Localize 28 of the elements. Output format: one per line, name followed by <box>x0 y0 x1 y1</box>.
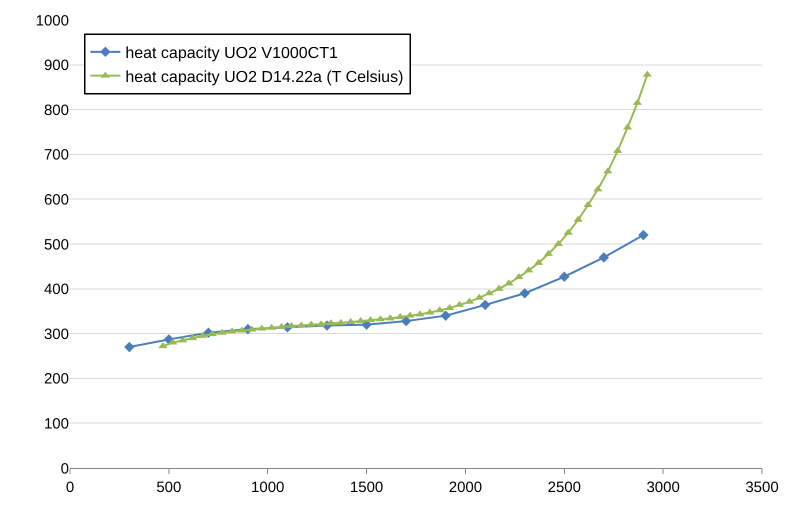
point <box>559 272 570 282</box>
y-tick-label: 500 <box>44 236 69 254</box>
y-tick-label: 700 <box>44 146 69 164</box>
x-tick-label: 1500 <box>350 479 384 496</box>
y-tick-label: 0 <box>60 460 69 478</box>
y-tick-label: 1000 <box>36 12 69 30</box>
y-tick-label: 400 <box>44 281 69 298</box>
point <box>598 252 610 263</box>
x-tick-label: 1000 <box>251 479 284 496</box>
point <box>400 316 412 326</box>
y-tick-label: 300 <box>44 326 69 343</box>
x-tick-label: 3500 <box>745 479 779 496</box>
legend-label: heat capacity UO2 D14.22a (T Celsius) <box>125 68 404 86</box>
point <box>124 342 135 352</box>
y-tick-label: 100 <box>44 415 69 432</box>
x-tick-label: 500 <box>156 479 182 496</box>
x-tick-label: 3000 <box>646 479 680 496</box>
y-tick-label: 200 <box>44 370 69 388</box>
point <box>520 288 530 298</box>
x-tick-label: 2000 <box>448 479 482 496</box>
y-tick-label: 900 <box>44 57 69 74</box>
point <box>638 230 649 240</box>
x-tick-label: 2500 <box>548 479 581 496</box>
legend-label: heat capacity UO2 V1000CT1 <box>125 45 338 62</box>
y-tick-label: 800 <box>44 102 69 119</box>
y-tick-label: 600 <box>44 191 69 208</box>
point <box>480 300 490 310</box>
point <box>440 310 451 321</box>
